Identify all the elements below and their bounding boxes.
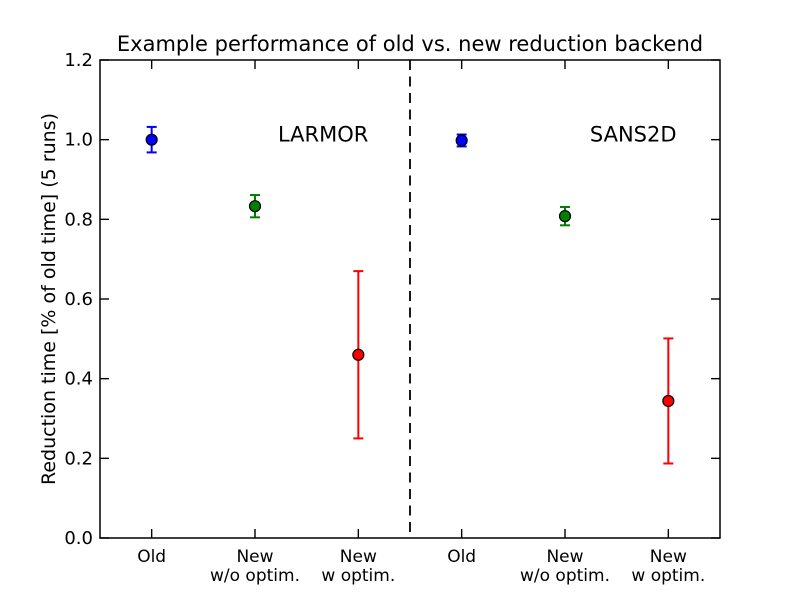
data-point-marker: [248, 200, 262, 213]
y-tick-label: 0.8: [64, 209, 93, 230]
y-tick-label: 1.0: [64, 130, 93, 151]
x-tick-label: New: [546, 547, 583, 567]
x-tick-label: New: [236, 547, 273, 567]
x-tick-label: w/o optim.: [520, 566, 610, 586]
y-axis-label: Reduction time [% of old time] (5 runs): [38, 113, 60, 485]
x-tick-label: New: [650, 547, 687, 567]
y-tick-label: 0.0: [64, 528, 93, 549]
x-tick-label: w optim.: [631, 566, 705, 586]
data-point-marker: [455, 134, 468, 147]
x-tick-label: w/o optim.: [210, 566, 300, 586]
data-point-marker: [352, 348, 365, 361]
chart-title: Example performance of old vs. new reduc…: [117, 32, 703, 56]
x-tick-label: w optim.: [321, 566, 395, 586]
data-point-marker: [558, 210, 572, 223]
x-tick-label: Old: [447, 547, 476, 567]
data-point-marker: [662, 394, 675, 408]
y-tick-label: 0.4: [64, 369, 93, 390]
x-tick-label: New: [340, 547, 377, 567]
group-label: LARMOR: [278, 123, 368, 147]
y-tick-label: 1.2: [64, 50, 93, 71]
group-label: SANS2D: [590, 123, 677, 147]
data-point-marker: [145, 133, 158, 146]
y-tick-label: 0.6: [64, 289, 93, 310]
x-tick-label: Old: [137, 547, 166, 567]
y-tick-label: 0.2: [64, 448, 93, 469]
